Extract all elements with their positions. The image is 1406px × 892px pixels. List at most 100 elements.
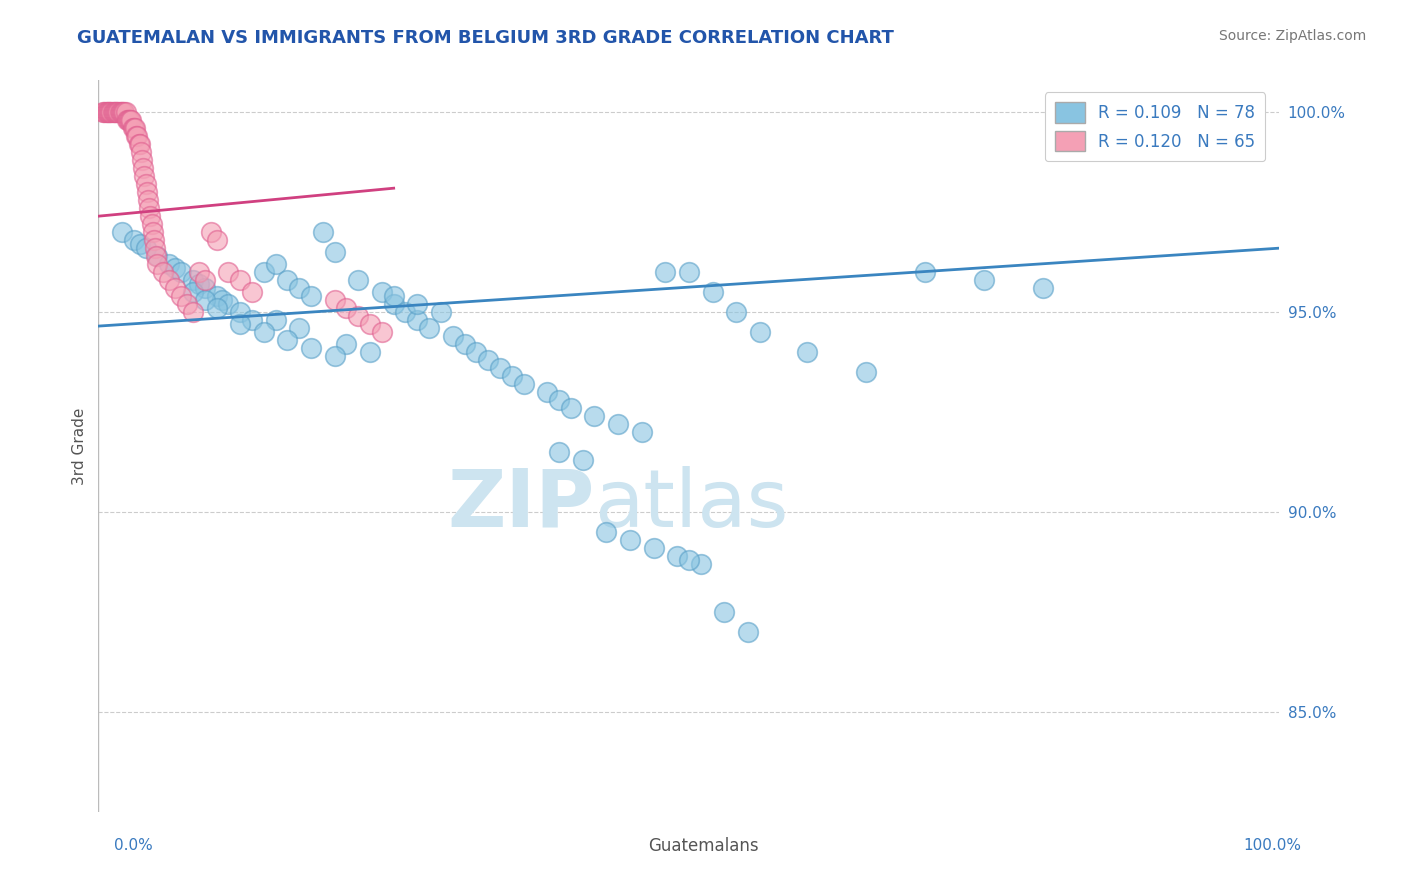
Point (406, 297, 429, 311)
Point (135, 185, 157, 199)
Point (240, 313, 263, 327)
Point (111, 225, 134, 239)
Point (323, 349, 346, 363)
Point (678, 553, 700, 567)
Point (187, 265, 209, 279)
Point (548, 392, 571, 407)
Point (418, 321, 440, 335)
Point (371, 285, 394, 299)
Point (217, 265, 239, 279)
Point (107, 105, 129, 120)
Point (122, 233, 145, 247)
Point (643, 541, 665, 555)
Point (132, 161, 155, 176)
Point (110, 105, 132, 120)
Point (713, 605, 735, 619)
Point (93, 105, 115, 120)
Point (725, 305, 748, 319)
Point (108, 105, 131, 120)
Point (103, 105, 125, 120)
Point (560, 401, 582, 415)
Point (229, 305, 252, 319)
Point (134, 169, 156, 184)
Point (124, 121, 146, 136)
Point (299, 289, 322, 303)
Point (111, 105, 134, 120)
Point (253, 325, 276, 339)
Point (165, 281, 187, 295)
Point (453, 337, 475, 351)
Point (139, 209, 162, 223)
Point (253, 265, 276, 279)
Point (117, 113, 139, 128)
Point (441, 329, 464, 343)
Point (125, 129, 148, 144)
Point (194, 273, 217, 287)
Point (112, 105, 135, 120)
Y-axis label: 3rd Grade: 3rd Grade (72, 408, 87, 484)
Point (347, 273, 370, 287)
Point (382, 297, 405, 311)
Point (112, 105, 135, 120)
Point (264, 257, 287, 271)
Point (406, 313, 429, 327)
Point (607, 417, 630, 431)
Point (748, 325, 770, 339)
Point (121, 121, 143, 136)
Point (914, 265, 936, 279)
Point (229, 317, 252, 331)
Point (122, 121, 145, 136)
Point (142, 233, 165, 247)
Point (146, 257, 169, 271)
Point (194, 281, 217, 295)
Point (323, 245, 346, 260)
Text: Guatemalans: Guatemalans (648, 837, 758, 855)
Point (129, 145, 152, 160)
Point (595, 524, 617, 539)
Point (347, 309, 370, 323)
Point (276, 273, 298, 287)
Text: ZIP: ZIP (447, 466, 595, 543)
Point (100, 105, 122, 120)
Point (105, 105, 128, 120)
Point (127, 129, 149, 144)
Point (335, 301, 357, 315)
Point (141, 217, 163, 231)
Point (619, 533, 641, 547)
Point (205, 233, 228, 247)
Text: Source: ZipAtlas.com: Source: ZipAtlas.com (1219, 29, 1367, 43)
Point (157, 257, 180, 271)
Point (194, 293, 217, 307)
Point (104, 105, 127, 120)
Point (143, 241, 166, 255)
Point (430, 305, 453, 319)
Point (335, 337, 357, 351)
Point (94, 105, 117, 120)
Point (288, 281, 311, 295)
Point (583, 409, 606, 423)
Point (115, 113, 138, 128)
Point (702, 285, 724, 299)
Point (120, 113, 142, 128)
Point (630, 425, 652, 439)
Point (1032, 281, 1054, 295)
Text: 0.0%: 0.0% (114, 838, 153, 853)
Point (165, 261, 187, 276)
Point (98, 105, 121, 120)
Point (240, 285, 263, 299)
Point (128, 237, 150, 252)
Point (796, 345, 818, 359)
Legend: R = 0.109   N = 78, R = 0.120   N = 65: R = 0.109 N = 78, R = 0.120 N = 65 (1045, 92, 1265, 161)
Point (211, 293, 233, 307)
Point (205, 301, 228, 315)
Point (138, 201, 160, 215)
Point (136, 193, 159, 207)
Point (394, 305, 416, 319)
Point (973, 273, 995, 287)
Point (512, 377, 534, 392)
Point (135, 241, 157, 255)
Point (91, 105, 114, 120)
Point (299, 341, 322, 355)
Point (689, 557, 711, 571)
Point (181, 285, 204, 299)
